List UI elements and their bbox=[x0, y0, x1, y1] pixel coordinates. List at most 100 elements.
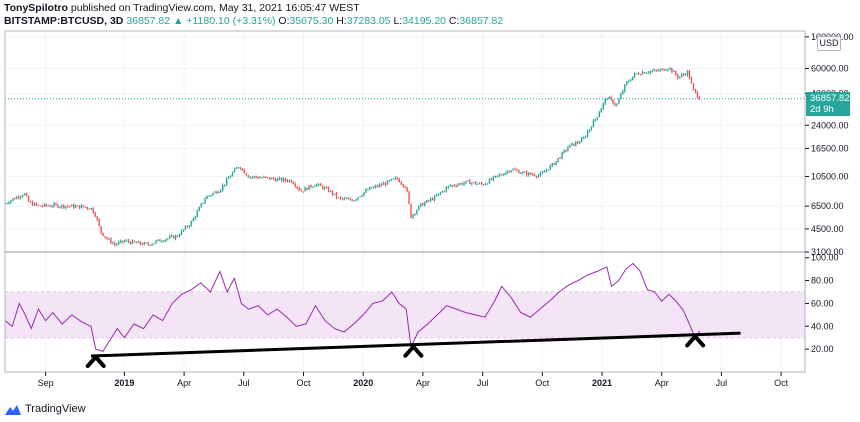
candle-body bbox=[541, 172, 544, 174]
candle-body bbox=[647, 72, 650, 74]
candle-body bbox=[616, 103, 618, 106]
candle-body bbox=[529, 172, 532, 175]
price-tick-label: 6500.00 bbox=[811, 201, 844, 211]
candle-body bbox=[21, 195, 24, 197]
candle-body bbox=[390, 179, 393, 181]
time-axis[interactable]: Sep 2019 Apr Jul Oct 2020 Apr Jul Oct 2021 Apr Jul O… bbox=[38, 372, 789, 388]
candle-body bbox=[645, 72, 648, 74]
candle-body bbox=[80, 205, 83, 209]
candle-body bbox=[424, 202, 426, 206]
candle-body bbox=[649, 71, 652, 73]
candle-body bbox=[477, 183, 479, 185]
candle-body bbox=[49, 205, 51, 207]
publish-line: TonySpilotro published on TradingView.co… bbox=[4, 2, 360, 14]
candle-body bbox=[673, 71, 675, 73]
candle-body bbox=[14, 198, 16, 200]
candle-body bbox=[565, 150, 567, 152]
candle-body bbox=[74, 205, 77, 208]
candle-body bbox=[622, 91, 624, 95]
candle-body bbox=[145, 242, 147, 244]
candle-body bbox=[528, 172, 530, 176]
candle-body bbox=[261, 177, 263, 179]
candle-body bbox=[27, 196, 30, 202]
rsi-trendline[interactable] bbox=[90, 331, 741, 358]
candle-body bbox=[182, 229, 185, 231]
time-tick-label: Jul bbox=[477, 378, 489, 388]
last-price: 36857.82 bbox=[126, 15, 171, 27]
candle-body bbox=[167, 238, 169, 240]
candle-body bbox=[433, 195, 436, 201]
time-tick-label: 2019 bbox=[114, 378, 134, 388]
candle-body bbox=[431, 198, 434, 201]
candle-body bbox=[257, 177, 259, 179]
candle-body bbox=[122, 240, 124, 242]
candle-body bbox=[630, 80, 632, 82]
candle-body bbox=[33, 203, 36, 206]
candle-body bbox=[684, 74, 687, 76]
candle-body bbox=[280, 177, 283, 181]
candle-body bbox=[222, 185, 224, 190]
candle-body bbox=[302, 191, 304, 193]
candle-body bbox=[465, 180, 467, 184]
candle-body bbox=[163, 240, 165, 242]
candle-body bbox=[484, 183, 487, 186]
candle-body bbox=[535, 176, 538, 178]
candle-body bbox=[602, 103, 604, 109]
candle-body bbox=[380, 184, 383, 186]
pane-frames bbox=[4, 30, 806, 373]
candle-body bbox=[416, 210, 418, 214]
candle-body bbox=[606, 98, 608, 100]
candle-body bbox=[176, 235, 179, 237]
candle-body bbox=[490, 179, 493, 181]
brand-footer[interactable]: TradingView bbox=[5, 403, 86, 415]
open-label: O: bbox=[278, 15, 290, 27]
candle-body bbox=[235, 167, 238, 170]
candle-body bbox=[63, 204, 65, 208]
candle-body bbox=[300, 189, 302, 192]
candle-body bbox=[47, 205, 49, 207]
rsi-tick-label: 20.00 bbox=[811, 344, 834, 354]
candle-body bbox=[294, 184, 296, 187]
candle-body bbox=[406, 187, 408, 192]
candle-body bbox=[382, 183, 385, 186]
candle-body bbox=[427, 200, 430, 202]
candle-body bbox=[557, 158, 559, 161]
candle-body bbox=[445, 187, 448, 192]
candle-body bbox=[137, 241, 140, 243]
candle-body bbox=[457, 184, 459, 187]
candle-body bbox=[698, 97, 701, 100]
price-axis[interactable]: 100000.0060000.0040000.0024000.0016500.0… bbox=[805, 32, 854, 257]
candle-body bbox=[478, 183, 481, 185]
rsi-tick-label: 40.00 bbox=[811, 321, 834, 331]
candle-body bbox=[429, 198, 432, 201]
candle-body bbox=[98, 219, 100, 227]
candle-body bbox=[608, 97, 610, 99]
candle-body bbox=[245, 173, 247, 176]
candle-body bbox=[125, 240, 128, 242]
candle-body bbox=[88, 208, 91, 210]
candle-body bbox=[449, 185, 451, 187]
candle-body bbox=[563, 150, 565, 153]
candle-body bbox=[108, 238, 110, 240]
low-label: L: bbox=[393, 15, 403, 27]
rsi-axis[interactable]: 100.00 80.00 60.00 40.00 20.00 bbox=[805, 253, 839, 354]
time-tick-label: Apr bbox=[655, 378, 669, 388]
candle-body bbox=[628, 81, 630, 83]
candle-body bbox=[16, 196, 18, 199]
candle-body bbox=[402, 184, 404, 187]
candle-body bbox=[651, 70, 653, 72]
candle-body bbox=[96, 216, 98, 220]
candle-body bbox=[575, 142, 577, 146]
candle-body bbox=[637, 73, 640, 75]
candle-body bbox=[373, 186, 375, 189]
last-price-badge-value: 36857.82 bbox=[810, 93, 850, 104]
candle-body bbox=[351, 199, 353, 202]
candle-body bbox=[141, 243, 143, 245]
candle-body bbox=[106, 237, 108, 239]
currency-button[interactable]: USD bbox=[817, 36, 841, 51]
rsi-tick-label: 100.00 bbox=[811, 253, 839, 263]
candle-body bbox=[90, 208, 92, 210]
candle-body bbox=[212, 193, 214, 196]
author-name[interactable]: TonySpilotro bbox=[4, 2, 68, 14]
